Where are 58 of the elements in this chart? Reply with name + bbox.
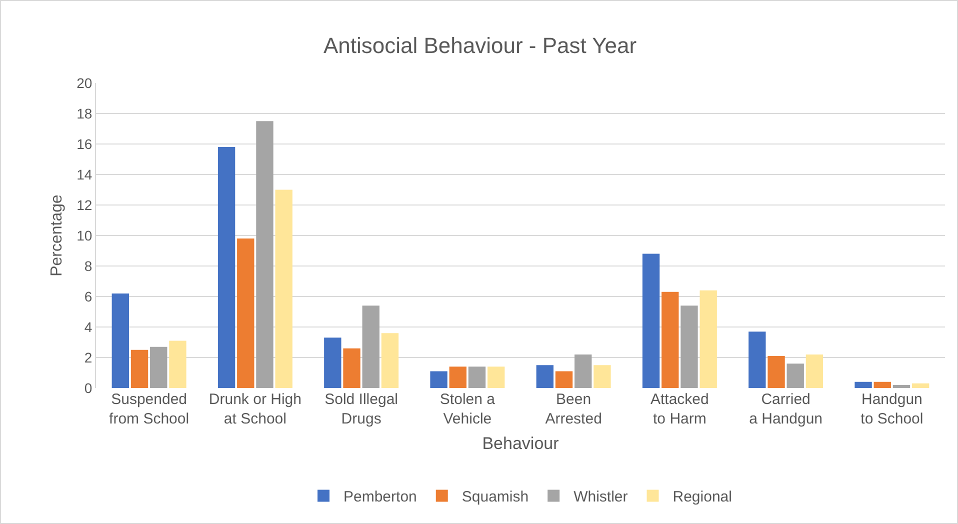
bar	[343, 348, 360, 388]
bar	[324, 338, 342, 388]
bar	[748, 332, 766, 388]
bar	[555, 371, 573, 388]
legend-label: Squamish	[462, 488, 529, 506]
x-tick-label: Drunk or High at School	[208, 391, 302, 428]
bar	[112, 293, 129, 388]
bar	[256, 121, 274, 388]
chart-title: Antisocial Behaviour - Past Year	[323, 33, 637, 58]
x-axis-title: Behaviour	[482, 434, 560, 453]
y-tick-label: 10	[76, 227, 92, 244]
y-axis-title: Percentage	[48, 194, 66, 276]
bar	[594, 365, 611, 388]
bar	[642, 254, 660, 388]
bar	[574, 354, 592, 388]
bar	[912, 383, 930, 388]
x-tick-label: Handgun to School	[860, 391, 924, 428]
bar	[786, 364, 804, 388]
bar	[662, 292, 679, 388]
y-tick-label: 12	[76, 196, 92, 213]
bar	[468, 366, 486, 388]
bar	[362, 306, 380, 388]
y-tick-label: 6	[84, 288, 92, 304]
bar	[150, 346, 168, 388]
y-tick-label: 8	[84, 258, 92, 274]
bar	[874, 382, 891, 388]
bar	[218, 147, 236, 388]
legend-label: Regional	[672, 488, 732, 506]
bar	[700, 290, 717, 388]
y-tick-label: 18	[76, 105, 92, 122]
bar	[536, 365, 554, 388]
bar	[169, 340, 186, 388]
bar	[854, 382, 872, 388]
y-tick-label: 14	[76, 166, 92, 182]
bar	[892, 384, 910, 388]
x-tick-label: Attacked to Harm	[650, 391, 709, 428]
legend-label: Whistler	[574, 488, 628, 506]
legend-label: Pemberton	[344, 488, 417, 506]
bar	[430, 371, 448, 388]
y-tick-label: 16	[76, 136, 92, 152]
x-tick-label: Suspended from School	[109, 391, 190, 428]
x-tick-label: Sold Illegal Drugs	[324, 391, 398, 428]
bar	[806, 354, 824, 388]
y-tick-label: 20	[76, 74, 92, 91]
y-tick-label: 2	[84, 349, 92, 366]
y-tick-label: 0	[84, 380, 92, 396]
bar	[237, 238, 254, 388]
bar	[768, 356, 785, 388]
bar	[680, 306, 698, 388]
bar	[130, 350, 148, 388]
x-tick-label: Been Arrested	[545, 391, 602, 428]
bar	[449, 366, 466, 388]
bar	[488, 366, 505, 388]
y-tick-label: 4	[84, 318, 92, 335]
x-tick-label: Stolen a Vehicle	[440, 391, 496, 428]
bar	[381, 333, 399, 388]
bar	[275, 190, 292, 388]
x-tick-label: Carried a Handgun	[749, 391, 823, 428]
